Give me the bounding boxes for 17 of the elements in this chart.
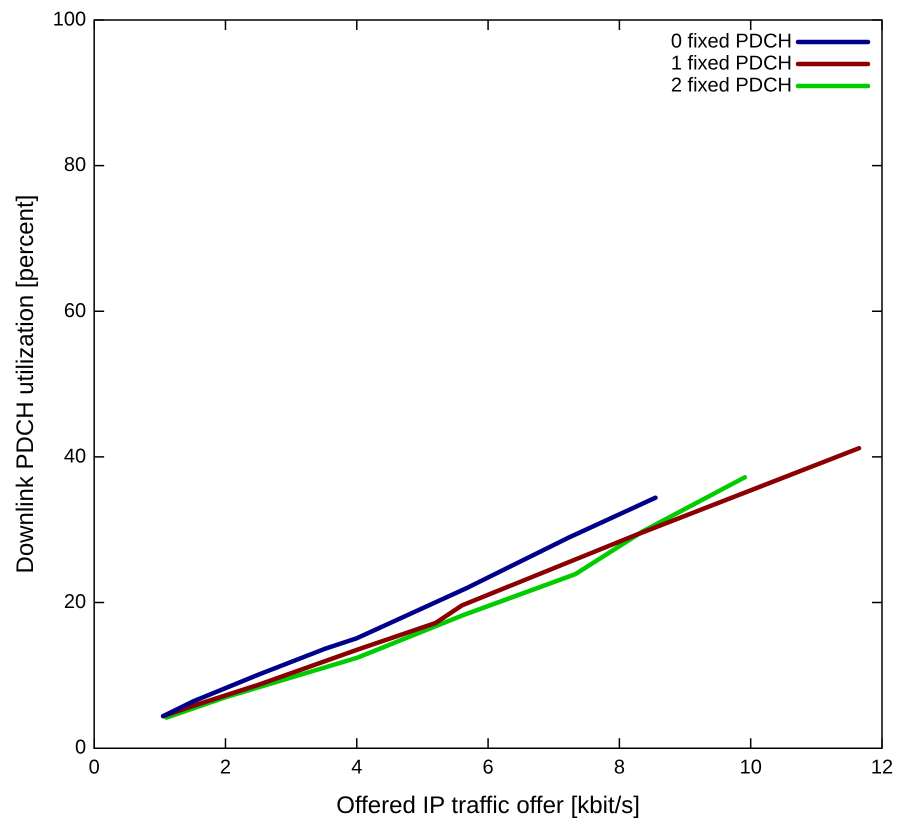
x-axis-title: Offered IP traffic offer [kbit/s]: [336, 792, 640, 820]
x-tick-label: 6: [482, 756, 494, 779]
x-tick-label: 12: [870, 756, 894, 779]
x-tick-label: 4: [351, 756, 362, 779]
y-tick-label: 100: [52, 8, 86, 31]
y-tick-label: 20: [64, 591, 86, 614]
y-tick-label: 40: [64, 445, 86, 468]
y-tick-label: 0: [75, 736, 86, 759]
x-tick-label: 2: [220, 756, 232, 779]
legend-label: 0 fixed PDCH: [670, 30, 792, 53]
y-tick-label: 60: [64, 300, 86, 322]
y-axis-title: Downlink PDCH utilization [percent]: [12, 194, 40, 574]
x-tick-label: 8: [614, 756, 625, 779]
legend-label: 1 fixed PDCH: [670, 52, 792, 75]
x-tick-label: 10: [740, 756, 762, 779]
y-tick-label: 80: [64, 154, 86, 176]
legend-label: 2 fixed PDCH: [670, 74, 792, 97]
